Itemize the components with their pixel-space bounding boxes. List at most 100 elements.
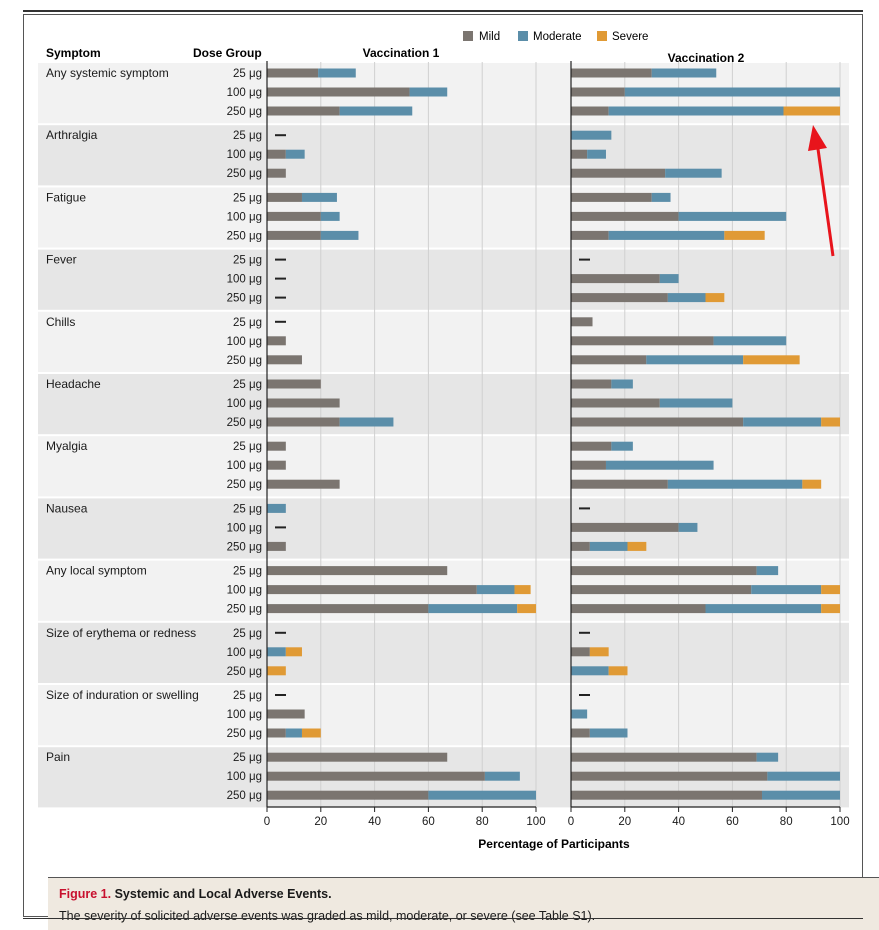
bar-segment-moderate bbox=[428, 790, 536, 800]
bar-segment-moderate bbox=[285, 149, 305, 159]
bar-segment-mild bbox=[571, 398, 660, 408]
symptom-label: Chills bbox=[46, 315, 75, 329]
dose-label: 250 μg bbox=[227, 728, 262, 740]
x-tick-label: 100 bbox=[526, 816, 545, 828]
legend-label-moderate: Moderate bbox=[533, 31, 582, 43]
bar-segment-severe bbox=[627, 541, 647, 551]
dose-label: 100 μg bbox=[227, 149, 262, 161]
bar-segment-mild bbox=[267, 709, 305, 719]
bar-segment-severe bbox=[517, 604, 536, 614]
bar-segment-moderate bbox=[665, 168, 722, 178]
dose-label: 250 μg bbox=[227, 604, 262, 616]
bar-segment-severe bbox=[743, 355, 800, 365]
bar-segment-moderate bbox=[339, 106, 413, 116]
dose-label: 100 μg bbox=[227, 274, 262, 286]
dose-label: 100 μg bbox=[227, 87, 262, 99]
bar-segment-mild bbox=[267, 230, 321, 240]
bar-segment-mild bbox=[571, 149, 588, 159]
x-tick-label: 60 bbox=[726, 816, 739, 828]
bar-segment-moderate bbox=[589, 728, 628, 738]
x-tick-label: 20 bbox=[618, 816, 631, 828]
bar-segment-moderate bbox=[608, 106, 784, 116]
symptom-band bbox=[38, 622, 849, 683]
dose-label: 250 μg bbox=[227, 417, 262, 429]
bar-segment-mild bbox=[267, 379, 321, 389]
bar-segment-severe bbox=[267, 666, 286, 676]
bar-segment-moderate bbox=[587, 149, 606, 159]
caption-title: Figure 1. Systemic and Local Adverse Eve… bbox=[59, 887, 332, 901]
x-tick-label: 80 bbox=[476, 816, 489, 828]
dose-label: 25 μg bbox=[233, 317, 262, 329]
bar-segment-moderate bbox=[571, 130, 612, 140]
bar-segment-mild bbox=[571, 479, 668, 489]
symptom-label: Pain bbox=[46, 750, 70, 764]
bar-segment-mild bbox=[267, 87, 410, 97]
bar-segment-mild bbox=[571, 379, 612, 389]
bar-segment-moderate bbox=[761, 790, 840, 800]
bar-segment-moderate bbox=[611, 441, 633, 451]
bar-segment-moderate bbox=[667, 293, 706, 303]
dose-label: 100 μg bbox=[227, 647, 262, 659]
dose-label: 100 μg bbox=[227, 585, 262, 597]
legend-swatch-severe bbox=[597, 31, 607, 41]
bar-segment-severe bbox=[705, 293, 725, 303]
x-tick-label: 40 bbox=[368, 816, 381, 828]
bar-segment-moderate bbox=[320, 211, 340, 221]
dose-label: 25 μg bbox=[233, 192, 262, 204]
bar-segment-mild bbox=[267, 68, 319, 78]
bar-segment-mild bbox=[267, 604, 429, 614]
dose-label: 25 μg bbox=[233, 628, 262, 640]
bar-segment-mild bbox=[267, 566, 448, 576]
bar-segment-moderate bbox=[339, 417, 394, 427]
bar-segment-moderate bbox=[320, 230, 359, 240]
bar-segment-mild bbox=[571, 230, 609, 240]
dose-label: 100 μg bbox=[227, 771, 262, 783]
dose-label: 25 μg bbox=[233, 503, 262, 515]
dose-label: 250 μg bbox=[227, 541, 262, 553]
gridlines bbox=[320, 62, 841, 807]
dose-label: 25 μg bbox=[233, 752, 262, 764]
symptom-label: Fatigue bbox=[46, 190, 86, 204]
bar-segment-severe bbox=[821, 585, 840, 595]
dose-label: 100 μg bbox=[227, 522, 262, 534]
bar-segment-mild bbox=[267, 752, 448, 762]
bar-segment-mild bbox=[571, 211, 679, 221]
header-dose-group: Dose Group bbox=[193, 46, 262, 60]
bar-segment-moderate bbox=[659, 398, 733, 408]
bars bbox=[267, 68, 840, 800]
symptom-band bbox=[38, 125, 849, 186]
bar-segment-severe bbox=[285, 647, 302, 657]
bar-segment-mild bbox=[267, 460, 286, 470]
bar-segment-mild bbox=[267, 149, 286, 159]
dose-label: 100 μg bbox=[227, 211, 262, 223]
panel-title-vaccination-1: Vaccination 1 bbox=[363, 46, 440, 60]
bar-segment-mild bbox=[571, 522, 679, 532]
bar-segment-mild bbox=[571, 274, 660, 284]
symptom-label: Size of induration or swelling bbox=[46, 688, 199, 702]
bar-segment-moderate bbox=[428, 604, 518, 614]
bar-segment-severe bbox=[802, 479, 822, 489]
caption-text: The severity of solicited adverse events… bbox=[59, 909, 596, 923]
bar-segment-mild bbox=[571, 460, 606, 470]
bottom-rule bbox=[23, 918, 863, 919]
bar-segment-mild bbox=[571, 106, 609, 116]
red-arrow-head bbox=[808, 125, 827, 151]
bar-segment-mild bbox=[267, 417, 340, 427]
dose-label: 250 μg bbox=[227, 230, 262, 242]
bar-segment-moderate bbox=[651, 68, 717, 78]
bar-segment-severe bbox=[608, 666, 628, 676]
figure-number: Figure 1. bbox=[59, 887, 112, 901]
bar-segment-moderate bbox=[756, 566, 779, 576]
bar-segment-mild bbox=[571, 417, 744, 427]
bar-segment-mild bbox=[267, 211, 321, 221]
dose-label: 100 μg bbox=[227, 336, 262, 348]
bar-segment-mild bbox=[267, 728, 286, 738]
dose-label: 250 μg bbox=[227, 790, 262, 802]
bar-segment-mild bbox=[571, 168, 666, 178]
bar-segment-mild bbox=[571, 336, 714, 346]
symptom-label: Arthralgia bbox=[46, 128, 98, 142]
bar-segment-mild bbox=[267, 336, 286, 346]
x-tick-label: 60 bbox=[422, 816, 435, 828]
symptom-label: Headache bbox=[46, 377, 101, 391]
